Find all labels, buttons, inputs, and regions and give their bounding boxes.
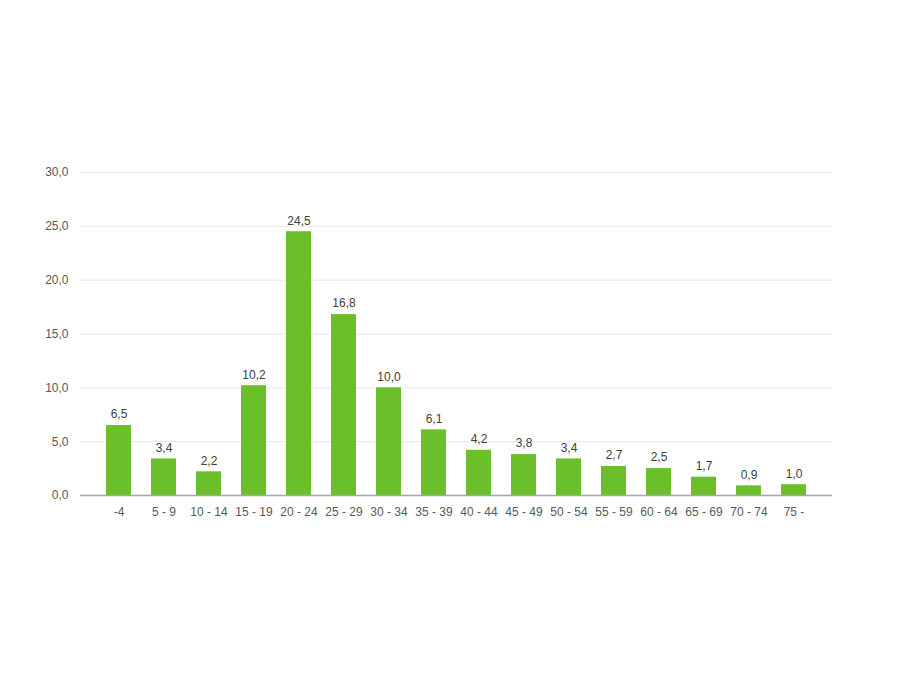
svg-text:3,4: 3,4 [156, 441, 173, 455]
svg-text:4,2: 4,2 [471, 432, 488, 446]
svg-text:60 - 64: 60 - 64 [640, 505, 678, 519]
svg-text:1,0: 1,0 [786, 467, 803, 481]
svg-text:40 - 44: 40 - 44 [460, 505, 498, 519]
svg-text:70 - 74: 70 - 74 [730, 505, 768, 519]
svg-text:10,2: 10,2 [242, 368, 266, 382]
svg-text:2,2: 2,2 [201, 454, 218, 468]
svg-text:5 - 9: 5 - 9 [152, 505, 176, 519]
svg-text:5,0: 5,0 [52, 435, 69, 449]
svg-text:65 - 69: 65 - 69 [685, 505, 723, 519]
svg-text:2,5: 2,5 [651, 450, 668, 464]
svg-text:75 -: 75 - [784, 505, 805, 519]
svg-text:24,5: 24,5 [287, 214, 311, 228]
svg-text:15,0: 15,0 [45, 327, 69, 341]
svg-text:2,7: 2,7 [606, 448, 623, 462]
svg-text:3,4: 3,4 [561, 441, 578, 455]
svg-text:-4: -4 [114, 505, 125, 519]
svg-text:0,9: 0,9 [741, 468, 758, 482]
svg-text:30,0: 30,0 [45, 165, 69, 179]
svg-text:10 - 14: 10 - 14 [190, 505, 228, 519]
svg-text:50 - 54: 50 - 54 [550, 505, 588, 519]
svg-text:15 - 19: 15 - 19 [235, 505, 273, 519]
svg-text:25,0: 25,0 [45, 219, 69, 233]
svg-text:3,8: 3,8 [516, 436, 533, 450]
svg-text:10,0: 10,0 [377, 370, 401, 384]
svg-text:16,8: 16,8 [332, 296, 356, 310]
svg-text:45 - 49: 45 - 49 [505, 505, 543, 519]
svg-text:0,0: 0,0 [52, 488, 69, 502]
svg-text:1,7: 1,7 [696, 459, 713, 473]
svg-text:20 - 24: 20 - 24 [280, 505, 318, 519]
svg-text:55 - 59: 55 - 59 [595, 505, 633, 519]
svg-text:20,0: 20,0 [45, 273, 69, 287]
svg-text:35 - 39: 35 - 39 [415, 505, 453, 519]
svg-text:10,0: 10,0 [45, 381, 69, 395]
svg-text:25 - 29: 25 - 29 [325, 505, 363, 519]
svg-text:30 - 34: 30 - 34 [370, 505, 408, 519]
svg-text:6,5: 6,5 [111, 407, 128, 421]
svg-text:6,1: 6,1 [426, 412, 443, 426]
